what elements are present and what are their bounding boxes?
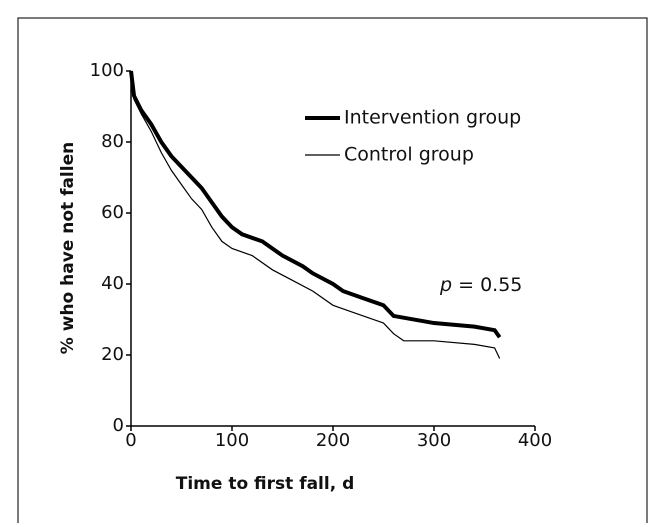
x-tick-label: 300 [417, 430, 451, 451]
y-tick-label: 0 [113, 415, 124, 436]
x-tick-label: 100 [215, 430, 249, 451]
survival-line [129, 70, 502, 339]
annotation: p = 0.55 [439, 274, 522, 296]
x-tick-label: 0 [125, 430, 136, 451]
x-tick-label: 400 [518, 430, 552, 451]
annotation-italic: p [439, 274, 452, 296]
x-tick-label: 200 [316, 430, 350, 451]
y-tick-label: 60 [101, 202, 124, 223]
annotation-text: = 0.55 [458, 274, 522, 296]
y-axis-title: % who have not fallen [58, 142, 78, 354]
survival-line [130, 70, 501, 359]
y-tick-label: 100 [90, 60, 124, 81]
y-tick-label: 20 [101, 344, 124, 365]
x-axis-title: Time to first fall, d [176, 474, 355, 494]
y-tick-label: 40 [101, 273, 124, 294]
legend-label: Intervention group [344, 107, 521, 129]
legend-label: Control group [344, 144, 474, 166]
y-tick-label: 80 [101, 131, 124, 152]
frame [17, 17, 648, 527]
